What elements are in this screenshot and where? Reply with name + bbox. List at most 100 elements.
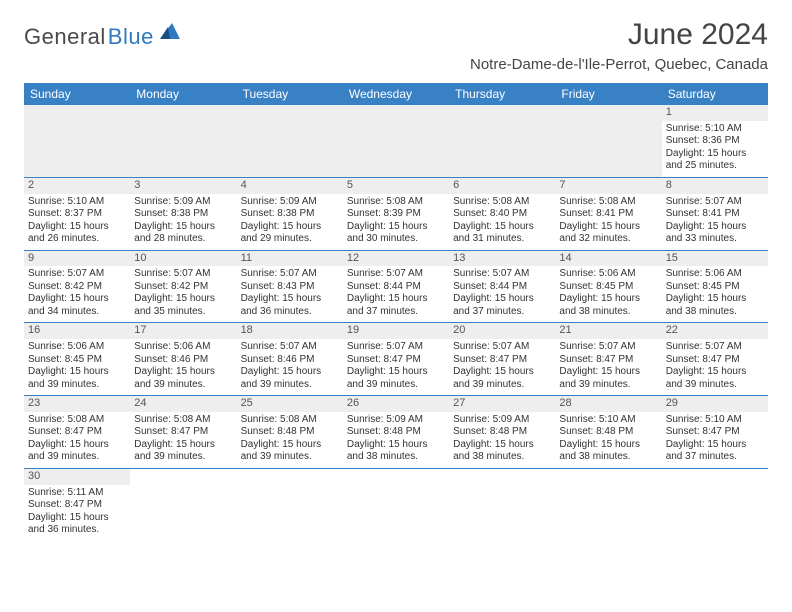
sunset-text: Sunset: 8:40 PM bbox=[453, 208, 551, 221]
calendar-day-cell: 11Sunrise: 5:07 AMSunset: 8:43 PMDayligh… bbox=[237, 250, 343, 323]
day-number: 29 bbox=[662, 396, 768, 412]
daylight-text: Daylight: 15 hours bbox=[666, 221, 764, 234]
daylight-text: and 39 minutes. bbox=[666, 379, 764, 392]
sunrise-text: Sunrise: 5:07 AM bbox=[559, 341, 657, 354]
sunrise-text: Sunrise: 5:07 AM bbox=[241, 268, 339, 281]
daylight-text: and 38 minutes. bbox=[453, 451, 551, 464]
daylight-text: Daylight: 15 hours bbox=[241, 366, 339, 379]
daylight-text: Daylight: 15 hours bbox=[347, 439, 445, 452]
sunset-text: Sunset: 8:43 PM bbox=[241, 281, 339, 294]
sunset-text: Sunset: 8:44 PM bbox=[453, 281, 551, 294]
sunrise-text: Sunrise: 5:07 AM bbox=[453, 268, 551, 281]
sunrise-text: Sunrise: 5:10 AM bbox=[666, 123, 764, 136]
daylight-text: Daylight: 15 hours bbox=[453, 293, 551, 306]
sunset-text: Sunset: 8:37 PM bbox=[28, 208, 126, 221]
weekday-header: Saturday bbox=[662, 83, 768, 105]
day-number: 10 bbox=[130, 251, 236, 267]
daylight-text: and 26 minutes. bbox=[28, 233, 126, 246]
sunrise-text: Sunrise: 5:08 AM bbox=[241, 414, 339, 427]
sunrise-text: Sunrise: 5:06 AM bbox=[134, 341, 232, 354]
calendar-week-row: 30Sunrise: 5:11 AMSunset: 8:47 PMDayligh… bbox=[24, 468, 768, 540]
calendar-day-cell: 26Sunrise: 5:09 AMSunset: 8:48 PMDayligh… bbox=[343, 396, 449, 469]
daylight-text: and 39 minutes. bbox=[241, 451, 339, 464]
calendar-day-cell: 9Sunrise: 5:07 AMSunset: 8:42 PMDaylight… bbox=[24, 250, 130, 323]
daylight-text: Daylight: 15 hours bbox=[666, 439, 764, 452]
day-number: 2 bbox=[24, 178, 130, 194]
sunrise-text: Sunrise: 5:10 AM bbox=[28, 196, 126, 209]
sunrise-text: Sunrise: 5:06 AM bbox=[28, 341, 126, 354]
sunset-text: Sunset: 8:41 PM bbox=[559, 208, 657, 221]
calendar-day-cell bbox=[343, 468, 449, 540]
daylight-text: and 31 minutes. bbox=[453, 233, 551, 246]
day-number: 20 bbox=[449, 323, 555, 339]
day-number: 13 bbox=[449, 251, 555, 267]
daylight-text: Daylight: 15 hours bbox=[559, 293, 657, 306]
calendar-day-cell bbox=[343, 105, 449, 177]
sunset-text: Sunset: 8:47 PM bbox=[666, 354, 764, 367]
daylight-text: Daylight: 15 hours bbox=[347, 366, 445, 379]
header: GeneralBlue June 2024 Notre-Dame-de-l'Il… bbox=[24, 18, 768, 73]
sunrise-text: Sunrise: 5:08 AM bbox=[28, 414, 126, 427]
sunrise-text: Sunrise: 5:07 AM bbox=[28, 268, 126, 281]
daylight-text: Daylight: 15 hours bbox=[559, 366, 657, 379]
day-number: 25 bbox=[237, 396, 343, 412]
calendar-day-cell: 12Sunrise: 5:07 AMSunset: 8:44 PMDayligh… bbox=[343, 250, 449, 323]
sunset-text: Sunset: 8:46 PM bbox=[241, 354, 339, 367]
sunrise-text: Sunrise: 5:11 AM bbox=[28, 487, 126, 500]
calendar-day-cell: 29Sunrise: 5:10 AMSunset: 8:47 PMDayligh… bbox=[662, 396, 768, 469]
calendar-day-cell: 14Sunrise: 5:06 AMSunset: 8:45 PMDayligh… bbox=[555, 250, 661, 323]
day-number: 21 bbox=[555, 323, 661, 339]
calendar-day-cell: 16Sunrise: 5:06 AMSunset: 8:45 PMDayligh… bbox=[24, 323, 130, 396]
daylight-text: Daylight: 15 hours bbox=[666, 293, 764, 306]
calendar-day-cell bbox=[555, 105, 661, 177]
calendar-day-cell: 10Sunrise: 5:07 AMSunset: 8:42 PMDayligh… bbox=[130, 250, 236, 323]
day-number: 11 bbox=[237, 251, 343, 267]
day-number: 9 bbox=[24, 251, 130, 267]
day-number: 5 bbox=[343, 178, 449, 194]
daylight-text: Daylight: 15 hours bbox=[28, 221, 126, 234]
calendar-day-cell: 6Sunrise: 5:08 AMSunset: 8:40 PMDaylight… bbox=[449, 177, 555, 250]
daylight-text: Daylight: 15 hours bbox=[134, 293, 232, 306]
daylight-text: Daylight: 15 hours bbox=[28, 439, 126, 452]
sunset-text: Sunset: 8:47 PM bbox=[134, 426, 232, 439]
day-number: 16 bbox=[24, 323, 130, 339]
daylight-text: Daylight: 15 hours bbox=[666, 148, 764, 161]
weekday-header: Monday bbox=[130, 83, 236, 105]
daylight-text: and 39 minutes. bbox=[241, 379, 339, 392]
sunset-text: Sunset: 8:48 PM bbox=[453, 426, 551, 439]
daylight-text: and 30 minutes. bbox=[347, 233, 445, 246]
sunset-text: Sunset: 8:42 PM bbox=[28, 281, 126, 294]
calendar-day-cell: 24Sunrise: 5:08 AMSunset: 8:47 PMDayligh… bbox=[130, 396, 236, 469]
calendar-day-cell bbox=[130, 468, 236, 540]
daylight-text: and 39 minutes. bbox=[347, 379, 445, 392]
calendar-week-row: 9Sunrise: 5:07 AMSunset: 8:42 PMDaylight… bbox=[24, 250, 768, 323]
sunset-text: Sunset: 8:48 PM bbox=[347, 426, 445, 439]
daylight-text: and 29 minutes. bbox=[241, 233, 339, 246]
calendar-day-cell bbox=[449, 468, 555, 540]
calendar-week-row: 23Sunrise: 5:08 AMSunset: 8:47 PMDayligh… bbox=[24, 396, 768, 469]
sunrise-text: Sunrise: 5:08 AM bbox=[559, 196, 657, 209]
sunrise-text: Sunrise: 5:07 AM bbox=[453, 341, 551, 354]
calendar-day-cell: 5Sunrise: 5:08 AMSunset: 8:39 PMDaylight… bbox=[343, 177, 449, 250]
day-number: 22 bbox=[662, 323, 768, 339]
daylight-text: and 36 minutes. bbox=[28, 524, 126, 537]
day-number: 24 bbox=[130, 396, 236, 412]
day-number: 7 bbox=[555, 178, 661, 194]
daylight-text: and 39 minutes. bbox=[559, 379, 657, 392]
daylight-text: Daylight: 15 hours bbox=[241, 439, 339, 452]
calendar-week-row: 1Sunrise: 5:10 AMSunset: 8:36 PMDaylight… bbox=[24, 105, 768, 177]
daylight-text: Daylight: 15 hours bbox=[28, 512, 126, 525]
calendar-week-row: 16Sunrise: 5:06 AMSunset: 8:45 PMDayligh… bbox=[24, 323, 768, 396]
calendar-day-cell: 27Sunrise: 5:09 AMSunset: 8:48 PMDayligh… bbox=[449, 396, 555, 469]
sunrise-text: Sunrise: 5:08 AM bbox=[453, 196, 551, 209]
daylight-text: and 39 minutes. bbox=[453, 379, 551, 392]
day-number: 14 bbox=[555, 251, 661, 267]
sunset-text: Sunset: 8:36 PM bbox=[666, 135, 764, 148]
sunset-text: Sunset: 8:45 PM bbox=[559, 281, 657, 294]
daylight-text: Daylight: 15 hours bbox=[134, 439, 232, 452]
weekday-header: Friday bbox=[555, 83, 661, 105]
daylight-text: Daylight: 15 hours bbox=[28, 366, 126, 379]
daylight-text: and 39 minutes. bbox=[134, 379, 232, 392]
daylight-text: and 35 minutes. bbox=[134, 306, 232, 319]
brand-logo: GeneralBlue bbox=[24, 18, 182, 50]
